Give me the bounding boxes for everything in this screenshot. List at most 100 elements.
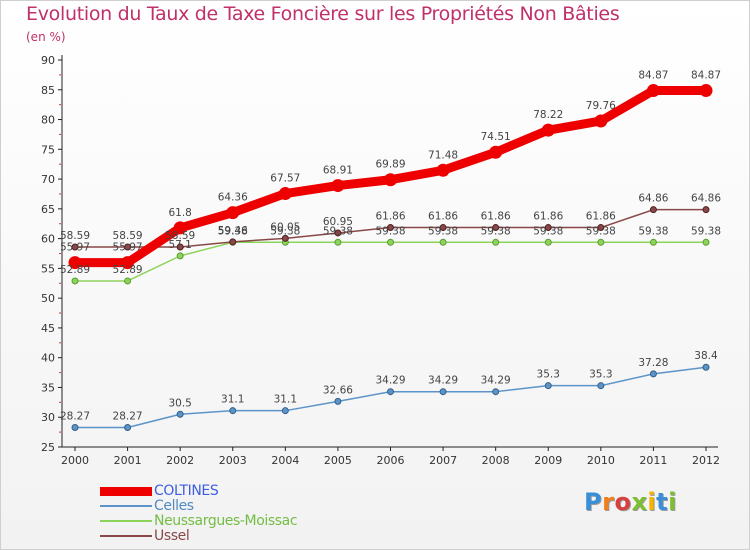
data-point-neussargues-moissac	[334, 238, 342, 246]
data-point-ussel	[281, 234, 289, 242]
data-point-celles	[124, 424, 132, 432]
proxiti-logo: Proxiti	[584, 488, 677, 516]
data-point-coltines	[278, 187, 292, 201]
legend-label-neussargues-moissac: Neussargues-Moissac	[154, 513, 298, 529]
x-tick-label: 2000	[61, 454, 89, 467]
x-tick-label: 2003	[219, 454, 247, 467]
data-point-ussel	[492, 224, 500, 232]
data-point-celles	[649, 370, 657, 378]
logo-letter: t	[656, 488, 669, 516]
y-tick-label: 40	[41, 352, 55, 365]
data-point-celles	[334, 397, 342, 405]
data-point-coltines	[384, 173, 397, 187]
data-label-coltines: 69.89	[375, 159, 405, 171]
data-point-coltines	[699, 84, 713, 98]
data-point-coltines	[173, 221, 187, 235]
data-label-ussel: 64.86	[691, 193, 721, 205]
data-point-coltines	[541, 123, 555, 137]
data-point-neussargues-moissac	[597, 238, 605, 246]
x-tick-label: 2006	[377, 454, 405, 467]
data-label-ussel: 58.59	[165, 230, 195, 242]
data-label-neussargues-moissac: 59.38	[218, 225, 248, 237]
data-point-ussel	[387, 224, 394, 232]
data-label-celles: 31.1	[221, 394, 244, 406]
data-label-neussargues-moissac: 59.38	[586, 225, 616, 237]
y-tick-label: 35	[41, 381, 55, 394]
data-label-neussargues-moissac: 59.38	[270, 225, 300, 237]
data-point-coltines	[121, 256, 135, 270]
data-point-celles	[597, 382, 605, 390]
data-label-celles: 38.4	[694, 350, 718, 362]
x-tick-label: 2008	[482, 454, 510, 467]
data-label-neussargues-moissac: 59.38	[691, 225, 721, 237]
y-tick-label: 55	[41, 262, 55, 275]
legend-item-ussel: Ussel	[100, 528, 360, 544]
legend-swatch-celles	[100, 505, 152, 507]
legend-swatch-neussargues-moissac	[100, 520, 152, 522]
data-point-celles	[387, 388, 394, 396]
data-label-ussel: 61.86	[586, 211, 616, 223]
data-label-coltines: 74.51	[481, 131, 511, 143]
chart-title: Evolution du Taux de Taxe Foncière sur l…	[26, 3, 620, 25]
x-tick-label: 2005	[324, 454, 352, 467]
data-point-celles	[71, 424, 79, 432]
data-point-neussargues-moissac	[544, 238, 552, 246]
y-tick-label: 60	[41, 233, 55, 246]
data-label-neussargues-moissac: 59.38	[533, 225, 563, 237]
data-label-coltines: 68.91	[323, 165, 353, 177]
legend-item-coltines: COLTINES	[100, 483, 360, 499]
y-tick-label: 25	[41, 441, 55, 454]
data-point-coltines	[68, 256, 82, 270]
data-label-ussel: 61.86	[375, 211, 405, 223]
x-tick-label: 2007	[429, 454, 457, 467]
data-label-ussel: 61.86	[533, 211, 563, 223]
logo-letter: P	[584, 488, 603, 516]
y-tick-label: 85	[41, 84, 55, 97]
data-label-ussel: 58.59	[60, 230, 90, 242]
legend-label-celles: Celles	[154, 498, 194, 514]
data-point-celles	[439, 388, 447, 396]
legend-item-neussargues-moissac: Neussargues-Moissac	[100, 513, 360, 529]
data-point-coltines	[646, 84, 660, 98]
data-label-celles: 30.5	[168, 397, 191, 409]
data-label-neussargues-moissac: 59.38	[323, 225, 353, 237]
data-point-coltines	[489, 145, 503, 159]
data-label-neussargues-moissac: 59.38	[428, 225, 458, 237]
logo-letter: i	[647, 488, 657, 516]
data-point-neussargues-moissac	[702, 238, 710, 246]
x-tick-label: 2012	[692, 454, 720, 467]
chart-unit: (en %)	[26, 30, 66, 44]
data-label-neussargues-moissac: 59.38	[481, 225, 511, 237]
data-label-coltines: 64.36	[218, 192, 248, 204]
legend-swatch-coltines	[100, 486, 152, 496]
data-label-coltines: 55.97	[113, 242, 143, 254]
data-point-neussargues-moissac	[649, 238, 657, 246]
data-point-ussel	[439, 224, 447, 232]
data-label-coltines: 67.57	[270, 173, 300, 185]
data-point-coltines	[226, 206, 240, 220]
y-tick-label: 80	[41, 114, 55, 127]
data-label-neussargues-moissac: 52.89	[60, 264, 90, 276]
data-point-celles	[702, 363, 710, 371]
data-label-coltines: 84.87	[638, 70, 668, 82]
data-point-neussargues-moissac	[492, 238, 500, 246]
data-label-neussargues-moissac: 57.1	[168, 239, 191, 251]
data-label-celles: 37.28	[638, 357, 668, 369]
data-label-celles: 31.1	[274, 394, 297, 406]
y-tick-label: 70	[41, 173, 55, 186]
data-label-ussel: 58.59	[113, 230, 143, 242]
data-point-ussel	[71, 243, 79, 251]
data-point-ussel	[334, 229, 342, 237]
logo-letter: o	[614, 488, 632, 516]
x-tick-label: 2010	[587, 454, 615, 467]
data-label-celles: 28.27	[60, 411, 90, 423]
x-tick-label: 2009	[534, 454, 562, 467]
data-label-celles: 35.3	[537, 369, 560, 381]
x-tick-label: 2004	[271, 454, 299, 467]
data-point-celles	[492, 388, 500, 396]
y-tick-label: 90	[41, 54, 55, 67]
y-tick-label: 30	[41, 411, 55, 424]
data-label-neussargues-moissac: 52.89	[113, 264, 143, 276]
